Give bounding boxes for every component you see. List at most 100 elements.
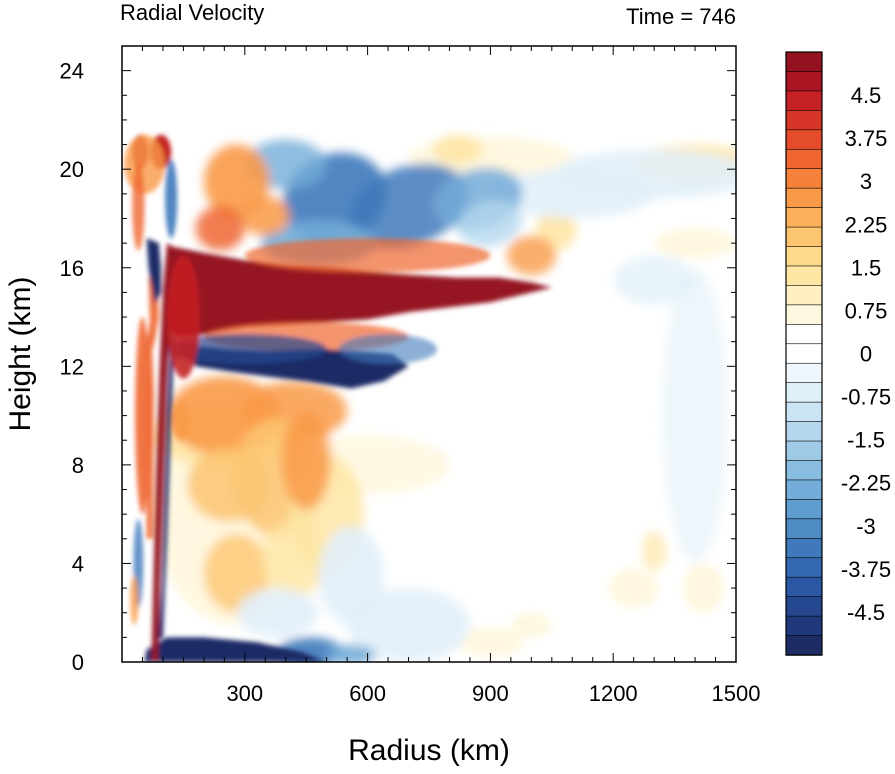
field-sharp [124,134,552,662]
contour-blob [349,163,468,249]
x-tick-label: 1200 [589,681,638,706]
colorbar-box [785,635,823,656]
contour-blob [236,588,319,638]
colorbar-label: -3.75 [841,557,891,582]
contour-blob [338,334,438,364]
contour-region [167,245,552,337]
colorbar-box [785,440,823,462]
colorbar-box [785,324,823,345]
contour-blob [506,235,556,276]
contour-blob [167,255,200,379]
colorbar-box [785,110,823,131]
contour-blob [135,317,150,515]
contour-region [146,238,161,305]
colorbar-box [785,421,823,442]
colorbar-box [785,51,823,73]
contour-region [158,331,175,640]
colorbar-label: 2.25 [845,212,888,237]
contour-blob [281,410,331,510]
contour-blob [173,400,190,441]
x-tick-label: 600 [349,681,386,706]
colorbar-box [785,499,823,520]
colorbar-box [785,362,823,384]
y-tick-label: 4 [72,551,84,576]
colorbar-label: 3.75 [845,126,888,151]
colorbar-boxes [785,51,823,656]
colorbar-box [785,285,823,306]
colorbar-label: -1.5 [847,428,885,453]
y-tick-label: 0 [72,650,84,675]
contour-blob [130,575,139,626]
contour-blob [195,206,245,251]
contour-blob [132,161,145,251]
colorbar-box [785,460,823,481]
colorbar-label: -4.5 [847,600,885,625]
y-tick-label: 12 [60,354,84,379]
colorbar-box [785,382,823,403]
x-tick-label: 1500 [712,681,761,706]
x-tick-label: 900 [472,681,509,706]
y-tick-label: 20 [60,157,84,182]
colorbar-box [785,246,823,267]
x-tick-label: 300 [226,681,263,706]
contour-field [124,134,736,662]
chart-title: Radial Velocity [120,0,264,25]
colorbar-box [785,207,823,228]
colorbar-box [785,537,823,559]
colorbar-label: -2.25 [841,471,891,496]
colorbar-box [785,343,823,364]
contour-region [144,637,327,662]
colorbar-label: -0.75 [841,385,891,410]
contour-blob [124,134,165,194]
colorbar-box [785,518,823,539]
colorbar-box [785,557,823,578]
contour-blob [433,134,483,165]
colorbar-box [785,90,823,112]
y-tick-label: 8 [72,453,84,478]
contour-blob [662,267,728,564]
contour-blob [318,526,384,626]
contour-blob [240,196,290,236]
colorbar-label: 0 [860,342,872,367]
colorbar-box [785,576,823,598]
colorbar-box [785,615,823,637]
contour-blob [682,563,724,613]
contour-blob [490,169,655,219]
colorbar-box [785,479,823,501]
colorbar-label: 4.5 [851,83,882,108]
contour-blob [162,334,327,364]
y-tick-label: 16 [60,256,84,281]
colorbar-box [785,596,823,617]
colorbar-box [785,226,823,248]
contour-blob [609,568,659,608]
colorbar-box [785,304,823,326]
contour-blob [347,588,470,662]
contour-blob [164,159,178,239]
colorbar-frame [785,51,823,656]
colorbar-box [785,265,823,287]
colorbar-label: -3 [856,514,876,539]
contour-blob [654,228,736,258]
colorbar-labels: 4.5 3.75 3 2.25 1.5 0.75 0 -0.75 -1.5 -2.25 -3 -3.7… [841,83,891,625]
plot-area: 300 600 900 1200 1500 0 4 8 12 16 20 24 [60,45,761,706]
y-axis-title: Height (km) [4,276,37,431]
colorbar-label: 0.75 [845,298,888,323]
x-axis-ticks: 300 600 900 1200 1500 [141,46,761,706]
y-axis-ticks: 0 4 8 12 16 20 24 [60,45,736,675]
colorbar-box [785,148,823,170]
x-axis-title: Radius (km) [348,734,510,767]
colorbar-box [785,187,823,209]
colorbar-label: 1.5 [851,255,882,280]
colorbar-box [785,71,823,92]
contour-blob [244,238,491,273]
colorbar: 4.5 3.75 3 2.25 1.5 0.75 0 -0.75 -1.5 -2.25 -3 -3.7… [785,51,891,656]
contour-blob [510,612,552,638]
colorbar-box [785,168,823,189]
colorbar-box [785,129,823,150]
contour-blob [326,644,376,662]
contour-blob [458,200,523,247]
contour-region [151,243,175,662]
contour-blob [613,255,696,305]
colorbar-box [785,401,823,423]
